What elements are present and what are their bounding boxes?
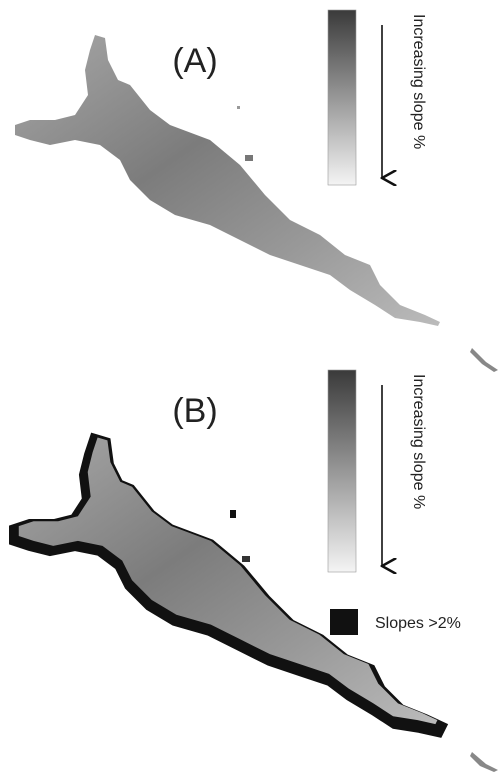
river-group [15, 437, 440, 731]
speck [470, 752, 498, 772]
slope-ramp [328, 10, 356, 185]
speck [242, 556, 250, 562]
panel-label: (A) [172, 42, 217, 80]
legend-title: Increasing slope % [410, 14, 427, 149]
speck [245, 155, 253, 161]
panel-b: (B) Increasing slope % Slopes >2% [15, 370, 498, 772]
legend-title: Increasing slope % [410, 374, 427, 509]
legend-item: Slopes >2% [375, 615, 461, 632]
slope-ramp [328, 370, 356, 572]
legend-swatch [330, 609, 358, 635]
panel-label: (B) [172, 392, 217, 430]
speck [230, 510, 236, 518]
panel-a: (A) Increasing slope % [15, 10, 498, 372]
river-slope-map [15, 35, 440, 326]
speck [237, 106, 240, 109]
page: {"panels": [ {"label": "(A)", "legend_ti… [0, 0, 503, 773]
speck [470, 348, 498, 372]
figure: (A) Increasing slope % (B) Increasing sl… [0, 0, 503, 773]
